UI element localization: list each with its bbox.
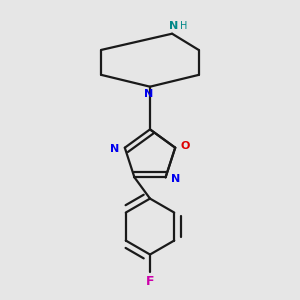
Text: H: H xyxy=(180,21,188,31)
Text: O: O xyxy=(181,141,190,151)
Text: F: F xyxy=(146,275,154,288)
Text: N: N xyxy=(169,21,178,31)
Text: N: N xyxy=(144,89,153,99)
Text: N: N xyxy=(110,144,119,154)
Text: N: N xyxy=(171,174,180,184)
